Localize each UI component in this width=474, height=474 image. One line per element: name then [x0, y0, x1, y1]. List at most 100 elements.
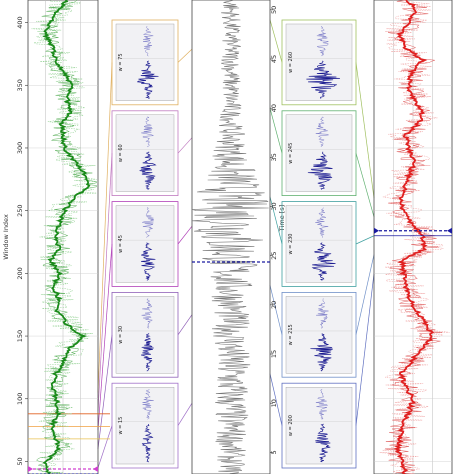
- left-y-tick-label-3: 200: [16, 267, 24, 279]
- right-panel-frame: [373, 0, 453, 474]
- left-inset-frame-4: [111, 19, 179, 106]
- right-highlight-marker-left: [374, 227, 379, 234]
- left-inset-wave-strong-1: [141, 333, 154, 372]
- left-inset-wave-faint-1: [141, 298, 153, 329]
- right-inset-wave-faint-0: [315, 388, 329, 420]
- center-y-tick-label-9: 50: [270, 6, 278, 14]
- center-y-tick-label-1: 10: [270, 399, 278, 407]
- right-series-noisy-line: [379, 0, 450, 474]
- left-inset-box-4: [115, 23, 175, 102]
- left-inset-wave-faint-3: [141, 116, 155, 148]
- left-y-tick-label-4: 250: [16, 204, 24, 216]
- center-y-tick-label-8: 45: [270, 55, 278, 63]
- left-inset-frame-3: [111, 110, 179, 197]
- right-inset-wave-strong-0: [315, 423, 331, 463]
- left-inset-frame-1: [111, 291, 179, 378]
- right-window-index-panel: [373, 0, 453, 474]
- left-y-tick-label-1: 100: [16, 393, 24, 405]
- center-y-tick-label-7: 40: [270, 104, 278, 112]
- center-panel-frame: [191, 0, 271, 474]
- right-inset-connector-a-1: [355, 254, 375, 335]
- right-inset-column: w = 200 w = 215 w = 230 w = 245 w = 260: [281, 19, 357, 469]
- right-inset-frame-4: [281, 19, 357, 106]
- right-inset-label-4: w = 260: [288, 52, 294, 73]
- left-window-index-panel: 50 100 150 200 250 300 350 400 Window Index: [2, 0, 110, 474]
- right-inset-label-0: w = 200: [288, 415, 294, 436]
- left-highlight-marker-right: [93, 465, 98, 472]
- right-inset-frame-2: [281, 201, 357, 287]
- left-inset-wave-strong-0: [141, 423, 154, 463]
- left-y-tick-label-7: 400: [16, 16, 24, 28]
- left-inset-connector-b-3: [177, 137, 193, 154]
- left-inset-label-1: w = 30: [118, 326, 124, 344]
- right-inset-connector-b-2: [269, 196, 283, 245]
- right-inset-wave-strong-4: [306, 60, 340, 99]
- right-inset-connector-b-4: [269, 19, 283, 63]
- left-inset-connector-a-2: [97, 243, 113, 431]
- left-inset-box-0: [115, 387, 175, 465]
- right-inset-connector-b-0: [269, 373, 283, 426]
- right-inset-connector-b-1: [269, 285, 283, 335]
- right-inset-frame-0: [281, 382, 357, 469]
- right-inset-wave-strong-3: [307, 151, 333, 190]
- left-inset-frame-2: [111, 201, 179, 287]
- right-inset-wave-faint-4: [316, 26, 329, 57]
- left-inset-wave-strong-2: [141, 242, 156, 281]
- left-inset-connector-a-3: [97, 153, 113, 412]
- left-inset-box-1: [115, 296, 175, 374]
- left-series-noisy-line: [31, 0, 97, 474]
- right-inset-connector-a-0: [355, 273, 375, 426]
- left-inset-label-2: w = 45: [118, 235, 124, 253]
- left-inset-wave-faint-0: [142, 389, 154, 420]
- center-y-tick-label-3: 20: [270, 301, 278, 309]
- left-inset-connector-b-1: [177, 314, 193, 335]
- center-y-tick-label-0: 5: [270, 450, 278, 454]
- right-inset-label-1: w = 215: [288, 324, 294, 345]
- right-inset-wave-strong-1: [310, 333, 333, 372]
- right-inset-box-3: [285, 114, 353, 192]
- left-inset-box-3: [115, 114, 175, 192]
- left-inset-wave-strong-3: [139, 151, 157, 190]
- left-inset-connector-b-0: [177, 403, 193, 426]
- left-inset-wave-faint-4: [143, 25, 154, 57]
- center-waveform: [192, 0, 269, 474]
- left-inset-wave-strong-4: [136, 60, 159, 99]
- right-inset-label-3: w = 245: [288, 143, 294, 164]
- left-y-axis-label: Window Index: [2, 214, 10, 260]
- right-inset-wave-faint-3: [315, 116, 330, 147]
- right-inset-connector-b-3: [269, 108, 283, 154]
- right-highlight-marker-right: [447, 227, 452, 234]
- left-highlight-marker-left: [28, 465, 33, 472]
- connector-lines: [97, 19, 375, 468]
- left-inset-connector-b-4: [177, 48, 193, 63]
- left-inset-column: w = 15 w = 30 w = 45 w = 60 w = 75: [111, 19, 179, 469]
- left-series-bold-line: [42, 0, 91, 474]
- right-inset-frame-1: [281, 291, 357, 378]
- right-inset-connector-a-2: [355, 235, 375, 245]
- right-inset-connector-a-3: [355, 153, 375, 218]
- right-inset-connector-a-4: [355, 62, 375, 199]
- left-inset-label-3: w = 60: [118, 144, 124, 162]
- right-inset-box-2: [285, 205, 353, 283]
- right-inset-box-0: [285, 387, 353, 465]
- left-inset-label-4: w = 75: [118, 53, 124, 71]
- center-y-tick-label-2: 15: [270, 350, 278, 358]
- right-inset-frame-3: [281, 110, 357, 197]
- left-y-tick-label-2: 150: [16, 330, 24, 342]
- left-inset-connector-a-4: [97, 62, 113, 393]
- left-inset-connector-a-0: [97, 425, 113, 468]
- center-y-tick-label-5: 30: [270, 202, 278, 210]
- right-inset-box-4: [285, 23, 353, 102]
- left-y-tick-label-6: 350: [16, 79, 24, 91]
- right-inset-wave-faint-2: [315, 207, 329, 238]
- left-inset-connector-a-1: [97, 334, 113, 449]
- left-inset-connector-b-2: [177, 225, 193, 245]
- right-inset-wave-faint-1: [315, 298, 329, 329]
- center-y-tick-label-6: 35: [270, 153, 278, 161]
- right-inset-label-2: w = 230: [288, 233, 294, 254]
- center-y-tick-label-4: 25: [270, 252, 278, 260]
- left-panel-frame: [27, 0, 99, 474]
- left-inset-box-2: [115, 205, 175, 283]
